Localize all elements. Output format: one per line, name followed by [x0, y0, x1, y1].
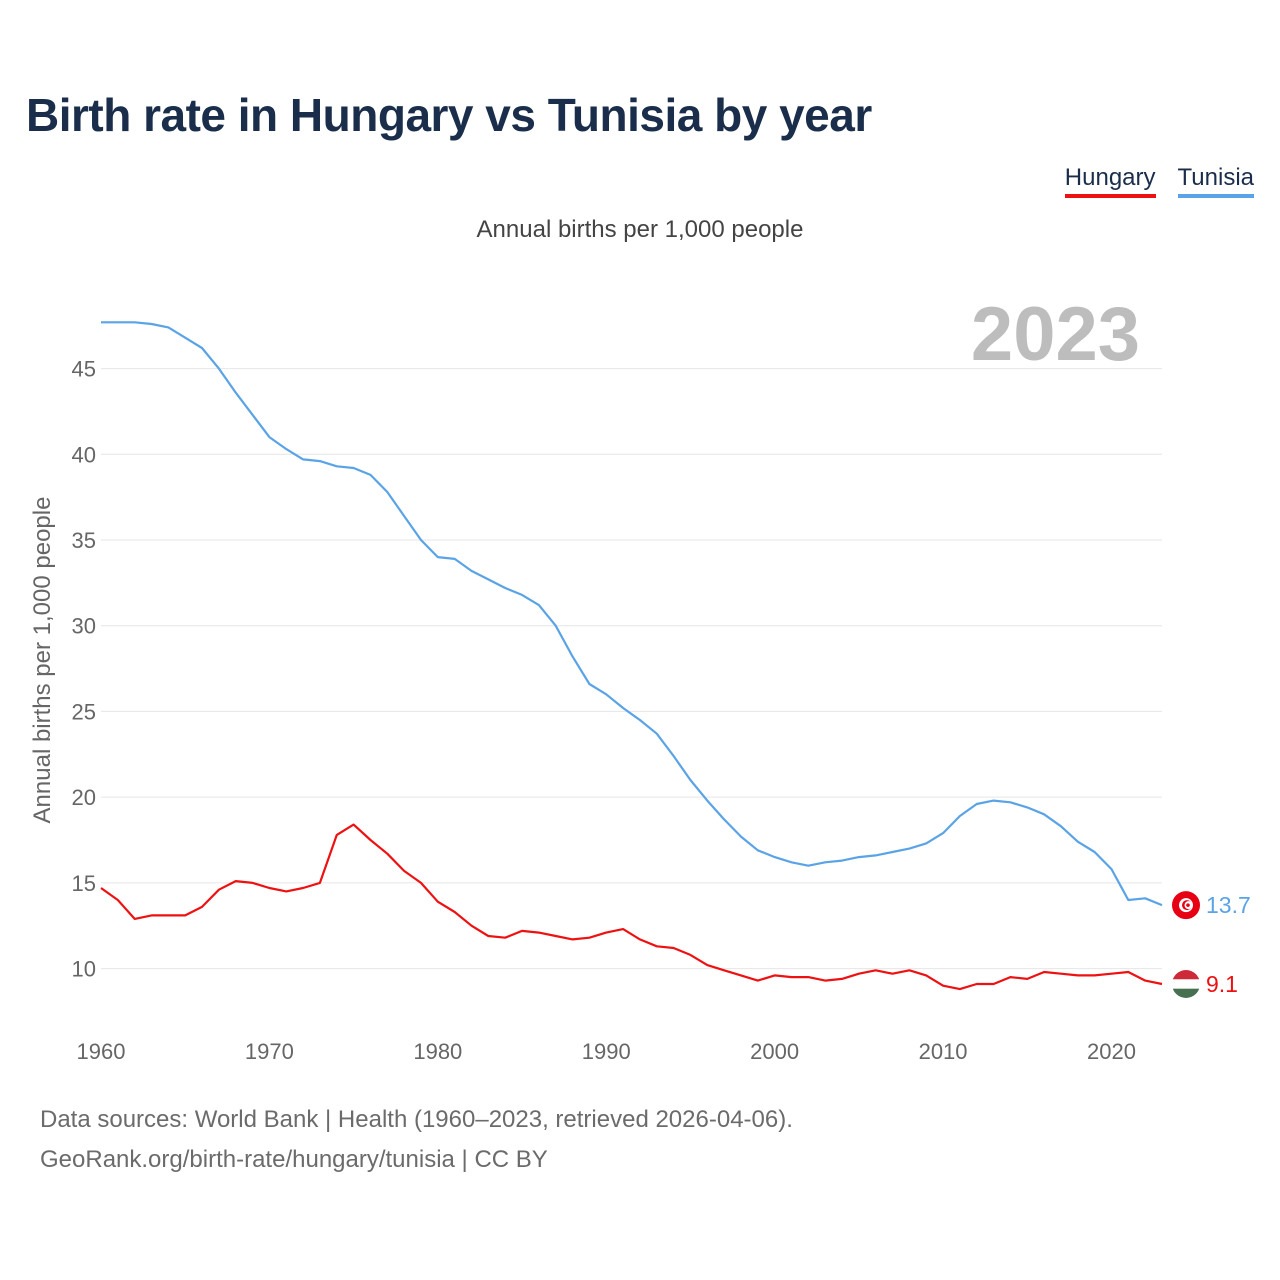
x-tick-label-1990: 1990	[582, 1039, 631, 1064]
y-axis-label: Annual births per 1,000 people	[29, 497, 56, 824]
credit-note[interactable]: GeoRank.org/birth-rate/hungary/tunisia |…	[40, 1146, 548, 1173]
x-tick-label-1970: 1970	[245, 1039, 294, 1064]
legend-item-tunisia[interactable]: Tunisia	[1177, 164, 1254, 198]
y-tick-label-15: 15	[72, 871, 96, 896]
y-tick-label-10: 10	[72, 957, 96, 982]
hungary-flag-stripe	[1172, 970, 1200, 980]
x-tick-label-1980: 1980	[413, 1039, 462, 1064]
hungary-flag-icon	[1172, 970, 1200, 998]
y-tick-label-20: 20	[72, 785, 96, 810]
tunisia-end-value: 13.7	[1206, 892, 1251, 918]
y-tick-label-25: 25	[72, 699, 96, 724]
hungary-end-value: 9.1	[1206, 971, 1238, 997]
x-tick-label-2000: 2000	[750, 1039, 799, 1064]
chart-subtitle: Annual births per 1,000 people	[476, 216, 804, 243]
x-tick-label-1960: 1960	[77, 1039, 126, 1064]
legend-item-hungary[interactable]: Hungary	[1064, 164, 1156, 198]
x-tick-label-2020: 2020	[1087, 1039, 1136, 1064]
series-line-tunisia	[101, 321, 1163, 907]
series-line-hungary	[100, 823, 1163, 991]
year-watermark: 2023	[971, 292, 1140, 377]
chart-title: Birth rate in Hungary vs Tunisia by year	[26, 89, 872, 141]
y-tick-label-45: 45	[72, 357, 96, 382]
y-tick-label-40: 40	[72, 442, 96, 467]
x-tick-label-2010: 2010	[919, 1039, 968, 1064]
y-tick-label-30: 30	[72, 614, 96, 639]
data-source-note: Data sources: World Bank | Health (1960–…	[40, 1106, 793, 1133]
hungary-flag-stripe	[1172, 988, 1200, 998]
y-tick-label-35: 35	[72, 528, 96, 553]
tunisia-flag-star	[1186, 903, 1190, 907]
legend: Hungary Tunisia	[1064, 164, 1254, 198]
hungary-flag-stripe	[1172, 979, 1200, 989]
